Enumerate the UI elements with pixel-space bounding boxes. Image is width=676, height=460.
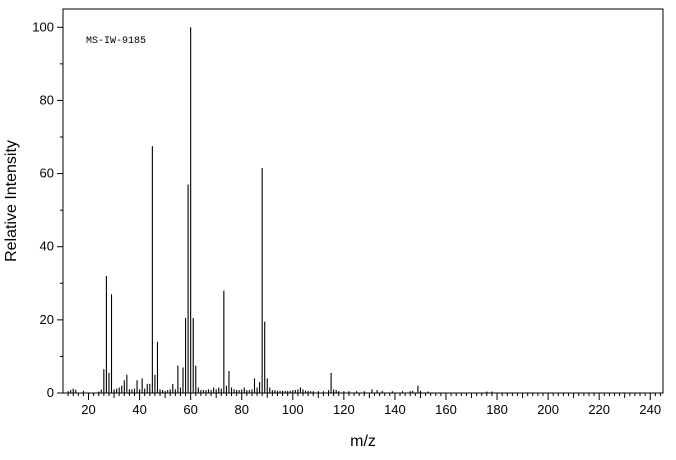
plot-frame <box>62 8 664 394</box>
x-axis-ticks: 20 40 60 80 100 120 140 160 180 200 220 240 <box>67 393 661 417</box>
x-tick-label: 120 <box>333 402 355 417</box>
x-tick-label: 80 <box>234 402 248 417</box>
y-tick-label: 0 <box>47 385 54 400</box>
x-tick-label: 100 <box>282 402 304 417</box>
y-tick-label: 20 <box>40 312 54 327</box>
y-tick-label: 100 <box>32 19 54 34</box>
y-tick-label: 80 <box>40 92 54 107</box>
x-tick-label: 180 <box>486 402 508 417</box>
y-tick-label: 60 <box>40 166 54 181</box>
x-tick-label: 40 <box>132 402 146 417</box>
spectrum-peaks <box>67 27 493 393</box>
x-tick-label: 220 <box>588 402 610 417</box>
y-axis-label: Relative Intensity <box>3 140 20 262</box>
y-axis-ticks: 0 20 40 60 80 100 <box>32 19 63 400</box>
x-tick-label: 200 <box>537 402 559 417</box>
x-axis-label: m/z <box>350 433 376 450</box>
spectrum-id-label: MS-IW-9185 <box>86 36 146 47</box>
x-tick-label: 140 <box>384 402 406 417</box>
plot-frame-layer <box>62 8 664 394</box>
x-tick-label: 240 <box>639 402 661 417</box>
x-tick-label: 60 <box>183 402 197 417</box>
x-tick-label: 20 <box>81 402 95 417</box>
y-tick-label: 40 <box>40 239 54 254</box>
x-tick-label: 160 <box>435 402 457 417</box>
